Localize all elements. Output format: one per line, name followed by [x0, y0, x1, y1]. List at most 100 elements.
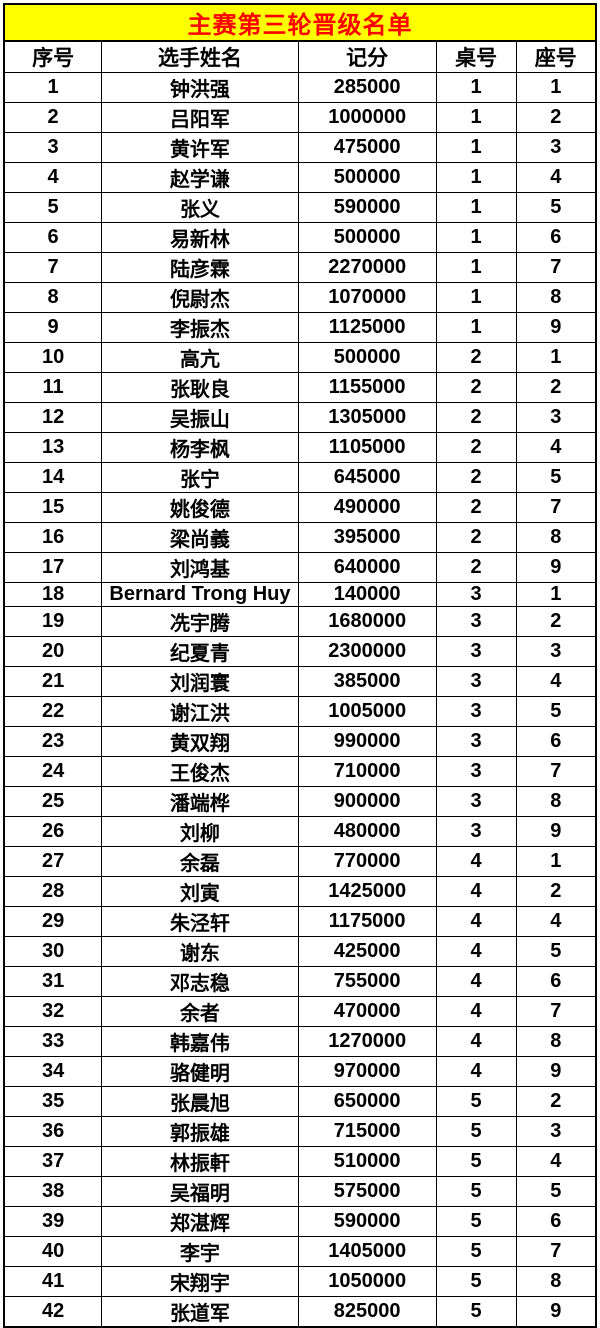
- cell-score: 575000: [297, 1176, 437, 1207]
- cell-score: 990000: [297, 726, 437, 757]
- cell-score: 470000: [297, 996, 437, 1027]
- cell-serial-no: 31: [3, 966, 103, 997]
- cell-player-name: 李宇: [101, 1236, 299, 1267]
- table-row: 27 余磊 770000 4 1: [3, 846, 597, 877]
- table-row: 1 钟洪强 285000 1 1: [3, 72, 597, 103]
- cell-score: 590000: [297, 1206, 437, 1237]
- cell-table-no: 4: [435, 906, 517, 937]
- cell-seat-no: 7: [515, 996, 597, 1027]
- table-row: 28 刘寅 1425000 4 2: [3, 876, 597, 907]
- cell-player-name: Bernard Trong Huy: [101, 582, 299, 607]
- cell-table-no: 2: [435, 522, 517, 553]
- table-header-row: 序号 选手姓名 记分 桌号 座号: [3, 40, 597, 73]
- table-row: 13 杨李枫 1105000 2 4: [3, 432, 597, 463]
- cell-seat-no: 9: [515, 312, 597, 343]
- cell-table-no: 1: [435, 102, 517, 133]
- cell-score: 640000: [297, 552, 437, 583]
- cell-table-no: 1: [435, 252, 517, 283]
- cell-seat-no: 4: [515, 666, 597, 697]
- cell-serial-no: 32: [3, 996, 103, 1027]
- table-row: 40 李宇 1405000 5 7: [3, 1236, 597, 1267]
- cell-serial-no: 40: [3, 1236, 103, 1267]
- table-row: 12 吴振山 1305000 2 3: [3, 402, 597, 433]
- table-row: 15 姚俊德 490000 2 7: [3, 492, 597, 523]
- cell-serial-no: 35: [3, 1086, 103, 1117]
- cell-score: 425000: [297, 936, 437, 967]
- cell-table-no: 5: [435, 1086, 517, 1117]
- cell-score: 1680000: [297, 606, 437, 637]
- table-row: 35 张晨旭 650000 5 2: [3, 1086, 597, 1117]
- cell-serial-no: 12: [3, 402, 103, 433]
- cell-score: 650000: [297, 1086, 437, 1117]
- cell-table-no: 3: [435, 816, 517, 847]
- cell-table-no: 3: [435, 636, 517, 667]
- cell-score: 1270000: [297, 1026, 437, 1057]
- cell-table-no: 4: [435, 1026, 517, 1057]
- cell-player-name: 张晨旭: [101, 1086, 299, 1117]
- cell-seat-no: 8: [515, 1266, 597, 1297]
- cell-table-no: 3: [435, 696, 517, 727]
- cell-score: 140000: [297, 582, 437, 607]
- table-row: 39 郑湛辉 590000 5 6: [3, 1206, 597, 1237]
- cell-serial-no: 39: [3, 1206, 103, 1237]
- col-header-table-no: 桌号: [435, 40, 517, 73]
- cell-player-name: 张耿良: [101, 372, 299, 403]
- cell-score: 500000: [297, 162, 437, 193]
- cell-seat-no: 9: [515, 816, 597, 847]
- cell-player-name: 纪夏青: [101, 636, 299, 667]
- cell-player-name: 吴福明: [101, 1176, 299, 1207]
- cell-table-no: 2: [435, 342, 517, 373]
- table-row: 18 Bernard Trong Huy 140000 3 1: [3, 582, 597, 607]
- cell-seat-no: 4: [515, 906, 597, 937]
- table-row: 7 陆彦霖 2270000 1 7: [3, 252, 597, 283]
- cell-seat-no: 6: [515, 1206, 597, 1237]
- cell-score: 1105000: [297, 432, 437, 463]
- cell-player-name: 王俊杰: [101, 756, 299, 787]
- cell-score: 710000: [297, 756, 437, 787]
- table-row: 11 张耿良 1155000 2 2: [3, 372, 597, 403]
- cell-score: 970000: [297, 1056, 437, 1087]
- cell-serial-no: 3: [3, 132, 103, 163]
- cell-serial-no: 5: [3, 192, 103, 223]
- col-header-score: 记分: [297, 40, 437, 73]
- cell-player-name: 张宁: [101, 462, 299, 493]
- cell-seat-no: 8: [515, 282, 597, 313]
- cell-score: 1175000: [297, 906, 437, 937]
- cell-serial-no: 25: [3, 786, 103, 817]
- cell-score: 490000: [297, 492, 437, 523]
- cell-seat-no: 1: [515, 342, 597, 373]
- cell-table-no: 3: [435, 582, 517, 607]
- cell-table-no: 4: [435, 846, 517, 877]
- cell-seat-no: 5: [515, 696, 597, 727]
- table-row: 26 刘柳 480000 3 9: [3, 816, 597, 847]
- cell-score: 1000000: [297, 102, 437, 133]
- table-row: 29 朱泾轩 1175000 4 4: [3, 906, 597, 937]
- cell-seat-no: 6: [515, 222, 597, 253]
- cell-player-name: 刘鸿基: [101, 552, 299, 583]
- cell-score: 1005000: [297, 696, 437, 727]
- cell-player-name: 郑湛辉: [101, 1206, 299, 1237]
- cell-seat-no: 7: [515, 1236, 597, 1267]
- cell-serial-no: 1: [3, 72, 103, 103]
- cell-score: 510000: [297, 1146, 437, 1177]
- table-row: 20 纪夏青 2300000 3 3: [3, 636, 597, 667]
- cell-table-no: 4: [435, 996, 517, 1027]
- table-row: 24 王俊杰 710000 3 7: [3, 756, 597, 787]
- table-row: 37 林振軒 510000 5 4: [3, 1146, 597, 1177]
- cell-serial-no: 38: [3, 1176, 103, 1207]
- cell-table-no: 3: [435, 756, 517, 787]
- cell-table-no: 3: [435, 786, 517, 817]
- cell-seat-no: 9: [515, 552, 597, 583]
- cell-table-no: 2: [435, 462, 517, 493]
- cell-player-name: 李振杰: [101, 312, 299, 343]
- cell-table-no: 2: [435, 552, 517, 583]
- cell-serial-no: 19: [3, 606, 103, 637]
- cell-serial-no: 7: [3, 252, 103, 283]
- cell-table-no: 1: [435, 132, 517, 163]
- cell-seat-no: 2: [515, 372, 597, 403]
- cell-serial-no: 17: [3, 552, 103, 583]
- cell-score: 1155000: [297, 372, 437, 403]
- table-row: 4 赵学谦 500000 1 4: [3, 162, 597, 193]
- cell-serial-no: 30: [3, 936, 103, 967]
